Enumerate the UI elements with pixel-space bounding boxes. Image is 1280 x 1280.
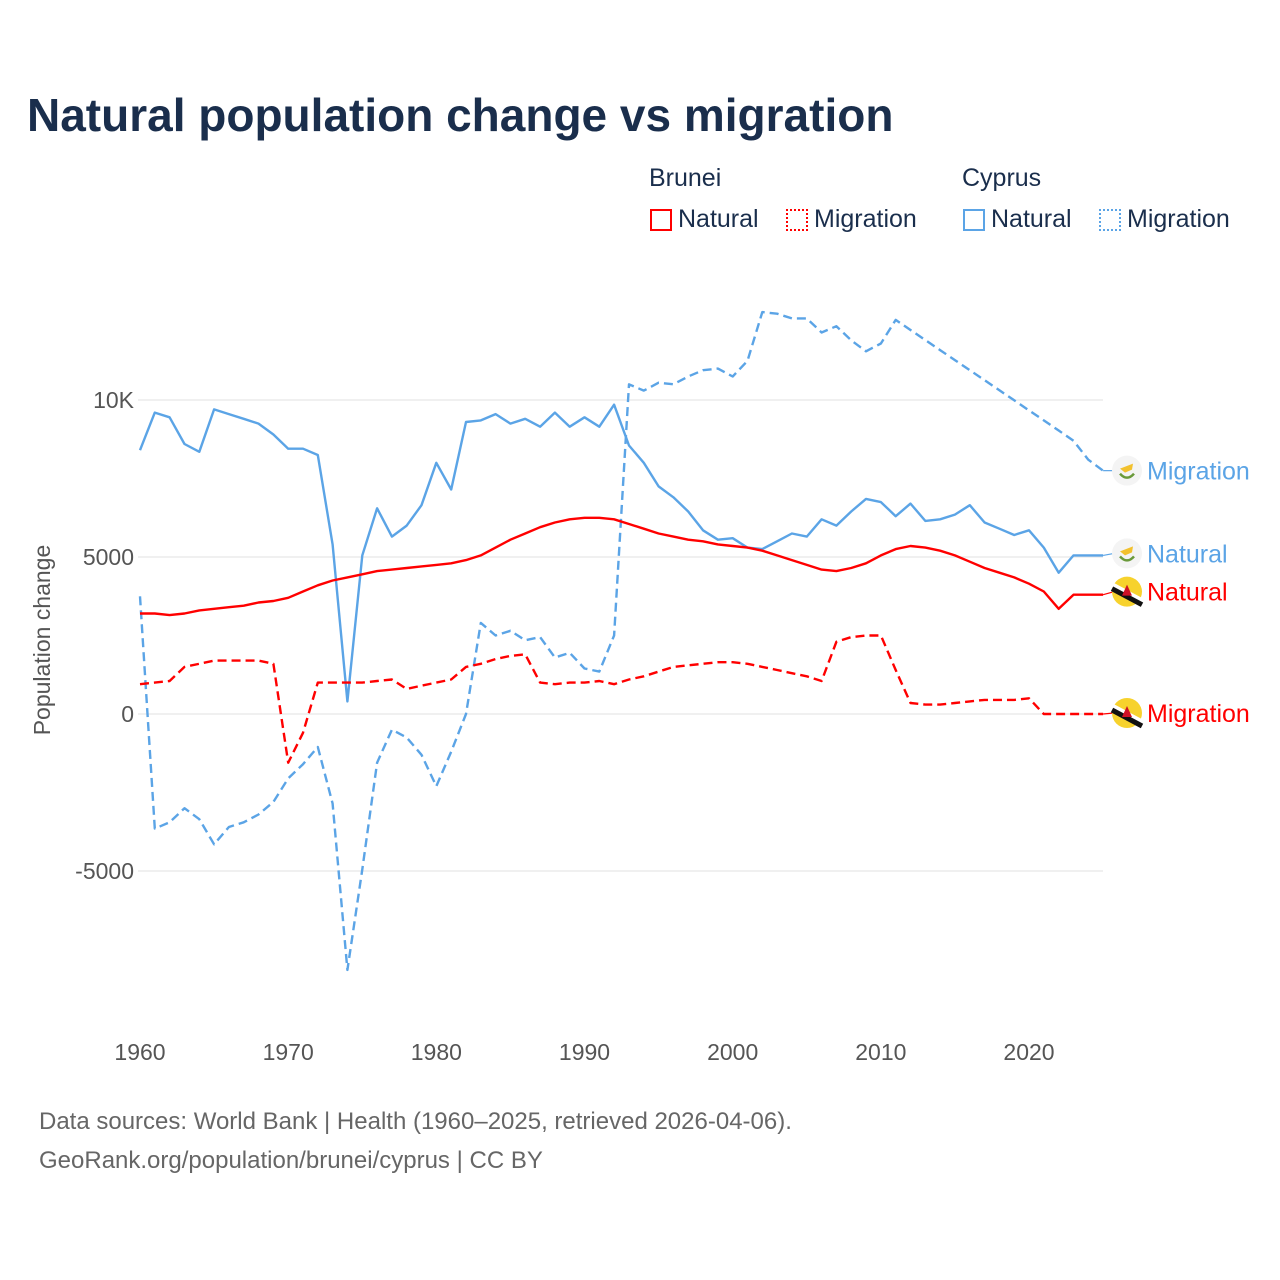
flag-island bbox=[1120, 463, 1133, 473]
legend-brunei-natural[interactable]: Natural bbox=[650, 205, 759, 234]
brunei-flag-icon bbox=[1110, 576, 1144, 607]
y-axis-label: Population change bbox=[29, 545, 55, 736]
x-tick-label: 2010 bbox=[855, 1039, 906, 1065]
y-tick-label: 0 bbox=[121, 701, 134, 727]
footer-source: Data sources: World Bank | Health (1960–… bbox=[39, 1108, 792, 1135]
x-tick-label: 1980 bbox=[411, 1039, 462, 1065]
flag-emblem bbox=[1122, 706, 1132, 717]
cyprus-migration-line bbox=[138, 310, 1104, 972]
cyprus-flag-icon bbox=[1112, 455, 1142, 486]
flag-island bbox=[1120, 546, 1133, 556]
x-tick-label: 1960 bbox=[114, 1039, 165, 1065]
flag-olive-branch bbox=[1119, 555, 1135, 562]
cyprus-flag-icon bbox=[1112, 538, 1142, 569]
footer-link[interactable]: GeoRank.org/population/brunei/cyprus | C… bbox=[39, 1147, 543, 1174]
legend-swatch bbox=[650, 208, 672, 231]
series-end-label: Natural bbox=[1147, 579, 1228, 607]
brunei-flag-icon bbox=[1110, 698, 1144, 729]
y-tick-label: 5000 bbox=[83, 544, 134, 570]
legend-cyprus-migration[interactable]: Migration bbox=[1099, 205, 1230, 234]
y-tick-label: -5000 bbox=[75, 858, 134, 884]
series-end-label: Migration bbox=[1147, 458, 1250, 486]
legend-cyprus-natural[interactable]: Natural bbox=[963, 205, 1072, 234]
legend-swatch bbox=[963, 208, 985, 231]
legend-brunei-migration[interactable]: Migration bbox=[786, 205, 917, 234]
legend-label: Natural bbox=[678, 205, 759, 233]
x-tick-label: 2000 bbox=[707, 1039, 758, 1065]
legend-group-brunei: Brunei bbox=[649, 164, 722, 192]
brunei-migration-line bbox=[139, 634, 1104, 764]
legend-label: Migration bbox=[1127, 205, 1230, 233]
flag-stripe-black bbox=[1110, 707, 1144, 729]
cyprus-natural-line bbox=[138, 403, 1104, 703]
legend-label: Migration bbox=[814, 205, 917, 233]
flag-stripe-black bbox=[1110, 586, 1144, 607]
brunei-natural-line bbox=[140, 516, 1104, 617]
series-end-label: Natural bbox=[1147, 540, 1228, 568]
legend-swatch bbox=[786, 208, 808, 231]
x-tick-label: 1990 bbox=[559, 1039, 610, 1065]
chart-title: Natural population change vs migration bbox=[27, 89, 894, 141]
flag-emblem bbox=[1122, 584, 1132, 596]
x-tick-label: 1970 bbox=[263, 1039, 314, 1065]
flag-olive-branch bbox=[1119, 472, 1135, 479]
series-end-label: Migration bbox=[1147, 700, 1250, 728]
legend-swatch bbox=[1099, 208, 1121, 231]
legend-group-cyprus: Cyprus bbox=[962, 164, 1042, 192]
legend-label: Natural bbox=[991, 205, 1072, 233]
y-tick-label: 10K bbox=[93, 387, 135, 413]
x-tick-label: 2020 bbox=[1003, 1039, 1054, 1065]
